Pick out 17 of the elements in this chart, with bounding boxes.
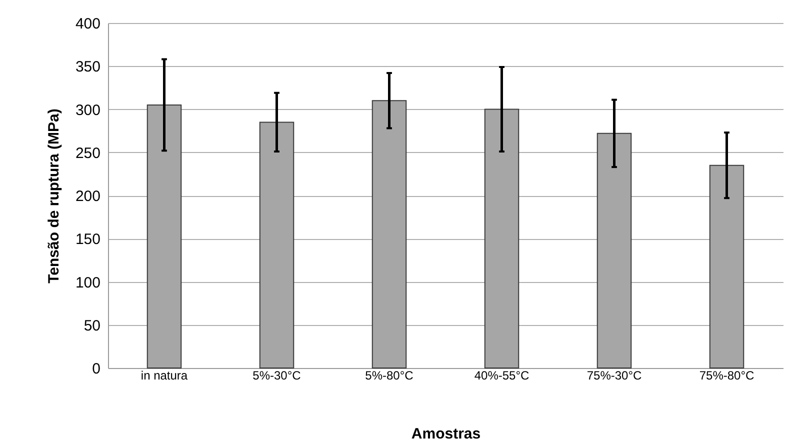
y-tick-label: 250 (75, 144, 100, 162)
y-tick-label: 0 (92, 360, 100, 378)
y-tick-label: 50 (84, 317, 100, 334)
y-tick-label: 150 (75, 231, 100, 248)
y-tick-label: 200 (75, 188, 100, 205)
x-axis-title: Amostras (411, 426, 481, 442)
y-tick-label: 300 (75, 102, 100, 119)
x-tick-label: 75%-30°C (586, 368, 642, 382)
x-tick-label: 40%-55°C (474, 368, 530, 382)
x-tick-label: 5%-30°C (252, 368, 302, 382)
x-tick-label: in natura (140, 368, 188, 382)
y-axis-title: Tensão de ruptura (MPa) (45, 108, 62, 284)
y-tick-label: 400 (75, 16, 100, 32)
y-tick-label: 350 (75, 58, 100, 76)
y-tick-label: 100 (75, 274, 100, 292)
x-tick-label: 75%-80°C (699, 368, 754, 382)
x-tick-label: 5%-80°C (365, 368, 414, 382)
